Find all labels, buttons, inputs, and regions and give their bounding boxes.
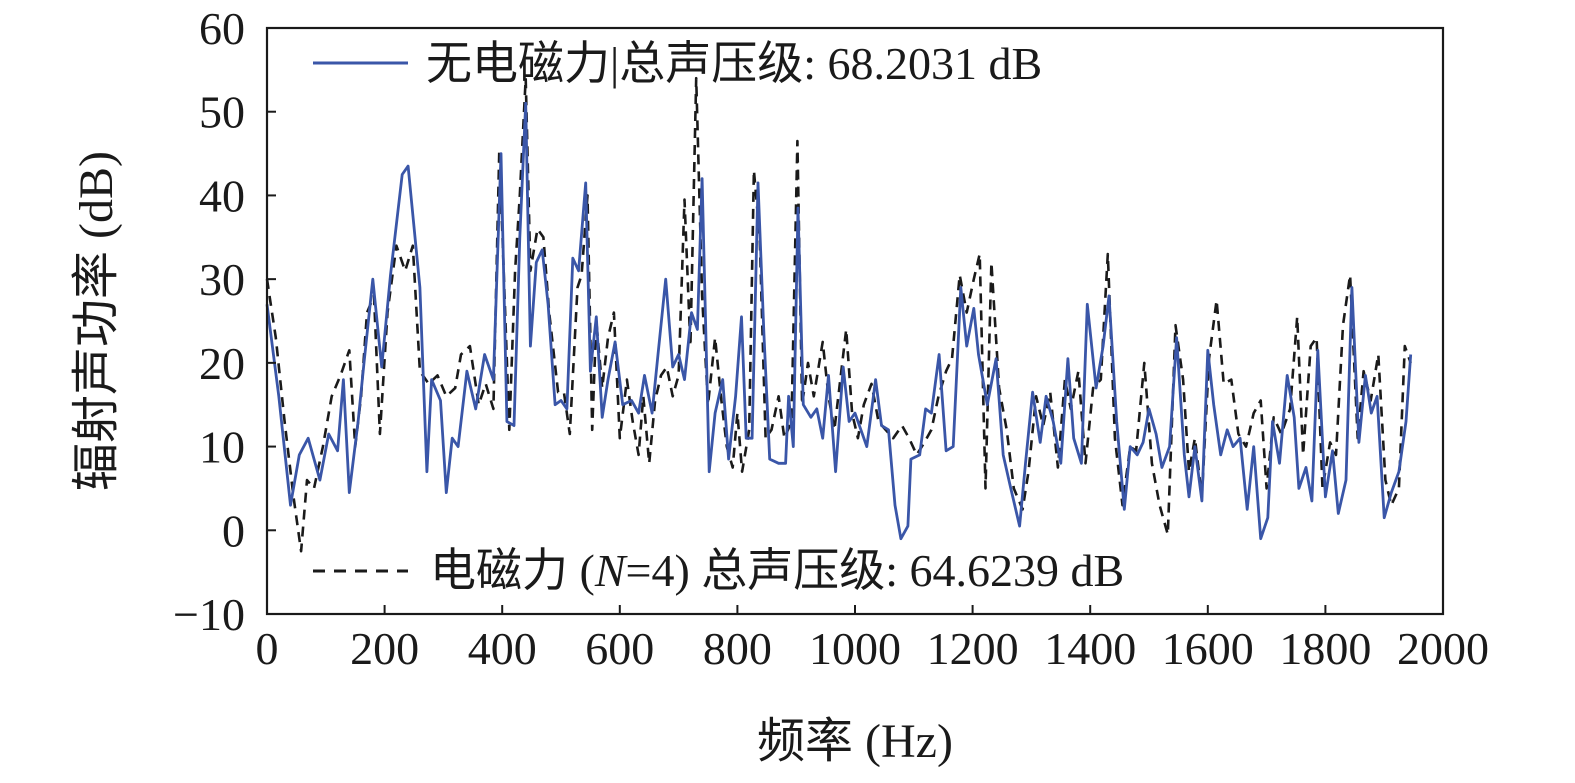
legend-label-no-em-force: 无电磁力|总声压级: 68.2031 dB [426, 38, 1042, 89]
x-tick-label: 1200 [927, 623, 1019, 674]
x-tick-label: 1800 [1279, 623, 1371, 674]
y-axis-title: 辐射声功率 (dB) [70, 151, 123, 491]
x-tick-label: 600 [585, 623, 654, 674]
series-layer [265, 76, 1413, 553]
y-tick-label: 0 [222, 505, 245, 556]
series-line-with-em-force [265, 76, 1412, 553]
plot-frame [265, 26, 1445, 616]
x-tick-label: 800 [703, 623, 772, 674]
x-tick-label: 200 [350, 623, 419, 674]
legend-label-with-em-force: 电磁力 (N=4) 总声压级: 64.6239 dB [430, 545, 1124, 596]
y-tick-label: 30 [199, 254, 245, 305]
y-tick-label: 50 [199, 87, 245, 138]
y-tick-label: 40 [199, 170, 245, 221]
x-tick-label: 0 [256, 623, 279, 674]
legend: 无电磁力|总声压级: 68.2031 dB 电磁力 (N=4) 总声压级: 64.… [313, 38, 1124, 596]
x-tick-label: 1600 [1162, 623, 1254, 674]
ticks-layer: 0 200 400 600 800 1000 1200 1400 1600 1800 2000−10… [173, 3, 1489, 674]
series-line-no-em-force [265, 101, 1413, 541]
x-axis-title: 频率 (Hz) [757, 715, 953, 768]
x-tick-label: 400 [468, 623, 537, 674]
y-tick-label: 10 [199, 422, 245, 473]
x-tick-label: 1000 [809, 623, 901, 674]
y-tick-label: 20 [199, 338, 245, 389]
x-tick-label: 1400 [1044, 623, 1136, 674]
x-tick-label: 2000 [1397, 623, 1489, 674]
y-tick-label: −10 [173, 589, 245, 640]
y-tick-label: 60 [199, 3, 245, 54]
